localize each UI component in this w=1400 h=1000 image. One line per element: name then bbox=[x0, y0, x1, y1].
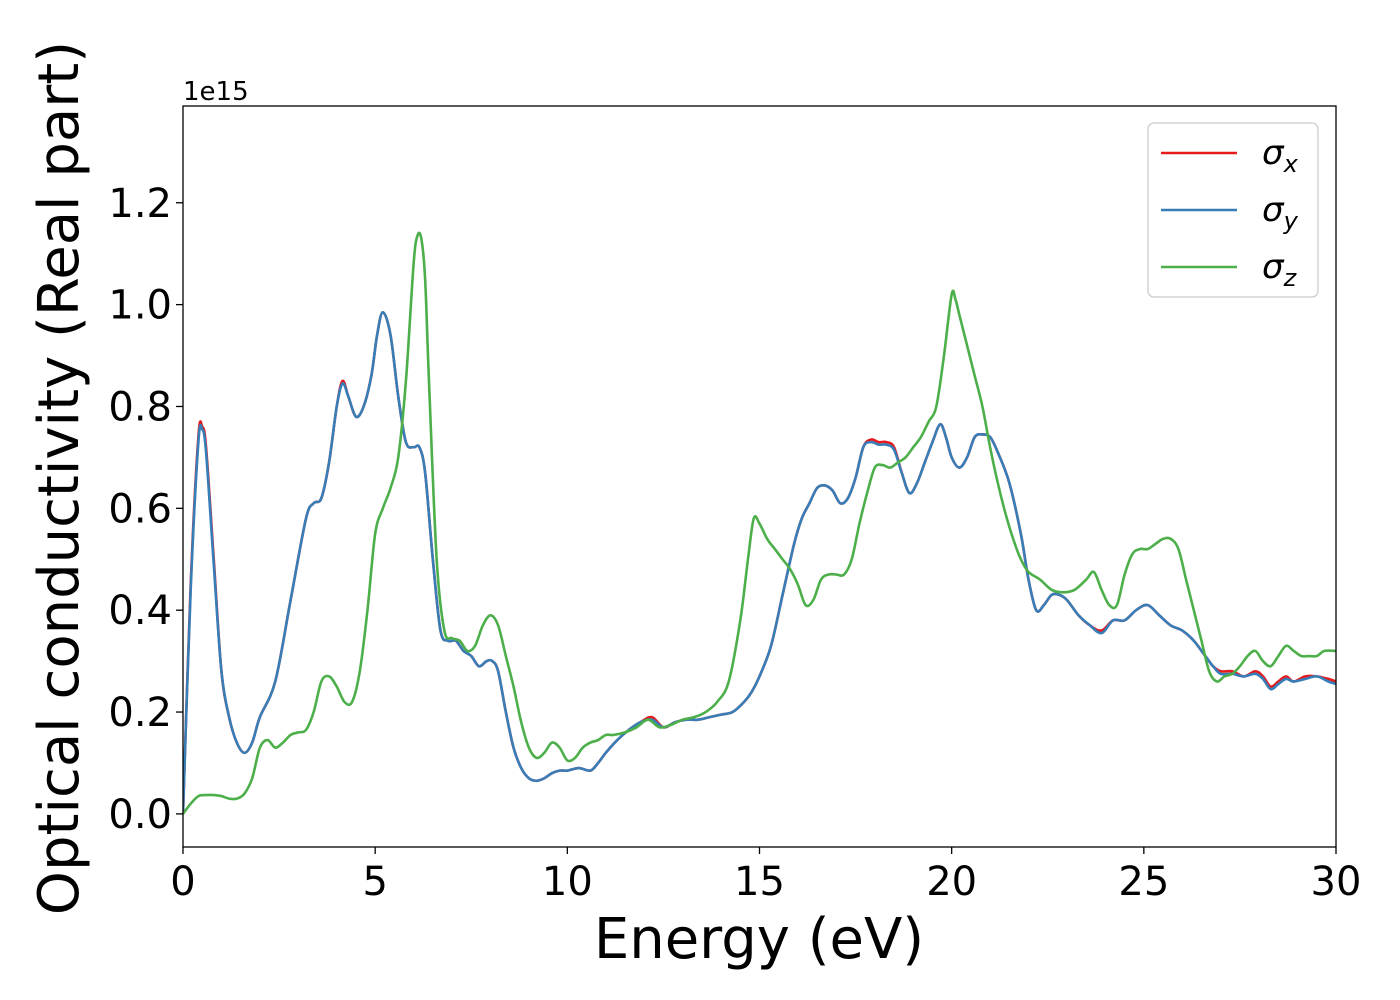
y-axis-label: Optical conductivity (Real part) bbox=[27, 41, 92, 915]
x-tick-label: 10 bbox=[542, 859, 593, 905]
y-axis-ticks: 0.0 0.2 0.4 0.6 0.8 1.0 1.2 bbox=[108, 181, 183, 838]
legend-label-sigma-x: σx bbox=[1262, 133, 1299, 178]
y-tick-label: 1.2 bbox=[108, 181, 172, 227]
x-tick-label: 25 bbox=[1118, 859, 1169, 905]
series-line-sigma-y bbox=[183, 310, 1336, 814]
legend-label-sigma-y: σy bbox=[1262, 190, 1299, 235]
x-tick-label: 30 bbox=[1311, 859, 1362, 905]
y-tick-label: 0.8 bbox=[108, 384, 172, 430]
legend-label-sigma-z: σz bbox=[1262, 247, 1298, 292]
x-tick-label: 5 bbox=[362, 859, 387, 905]
x-tick-label: 0 bbox=[170, 859, 195, 905]
y-tick-label: 0.0 bbox=[108, 792, 172, 838]
y-tick-label: 0.4 bbox=[108, 588, 172, 634]
y-tick-label: 0.6 bbox=[108, 486, 172, 532]
legend: σx σy σz bbox=[1147, 122, 1319, 298]
legend-items: σx σy σz bbox=[1161, 133, 1299, 292]
x-tick-label: 15 bbox=[734, 859, 785, 905]
series-line-sigma-z bbox=[183, 231, 1336, 815]
series-layer bbox=[183, 231, 1336, 815]
y-tick-label: 1.0 bbox=[108, 283, 172, 329]
x-axis-ticks: 0 5 10 15 20 25 30 bbox=[170, 847, 1361, 905]
y-offset-text: 1e15 bbox=[183, 77, 249, 107]
x-tick-label: 20 bbox=[926, 859, 977, 905]
x-axis-label: Energy (eV) bbox=[594, 907, 924, 972]
y-tick-label: 0.2 bbox=[108, 690, 172, 736]
